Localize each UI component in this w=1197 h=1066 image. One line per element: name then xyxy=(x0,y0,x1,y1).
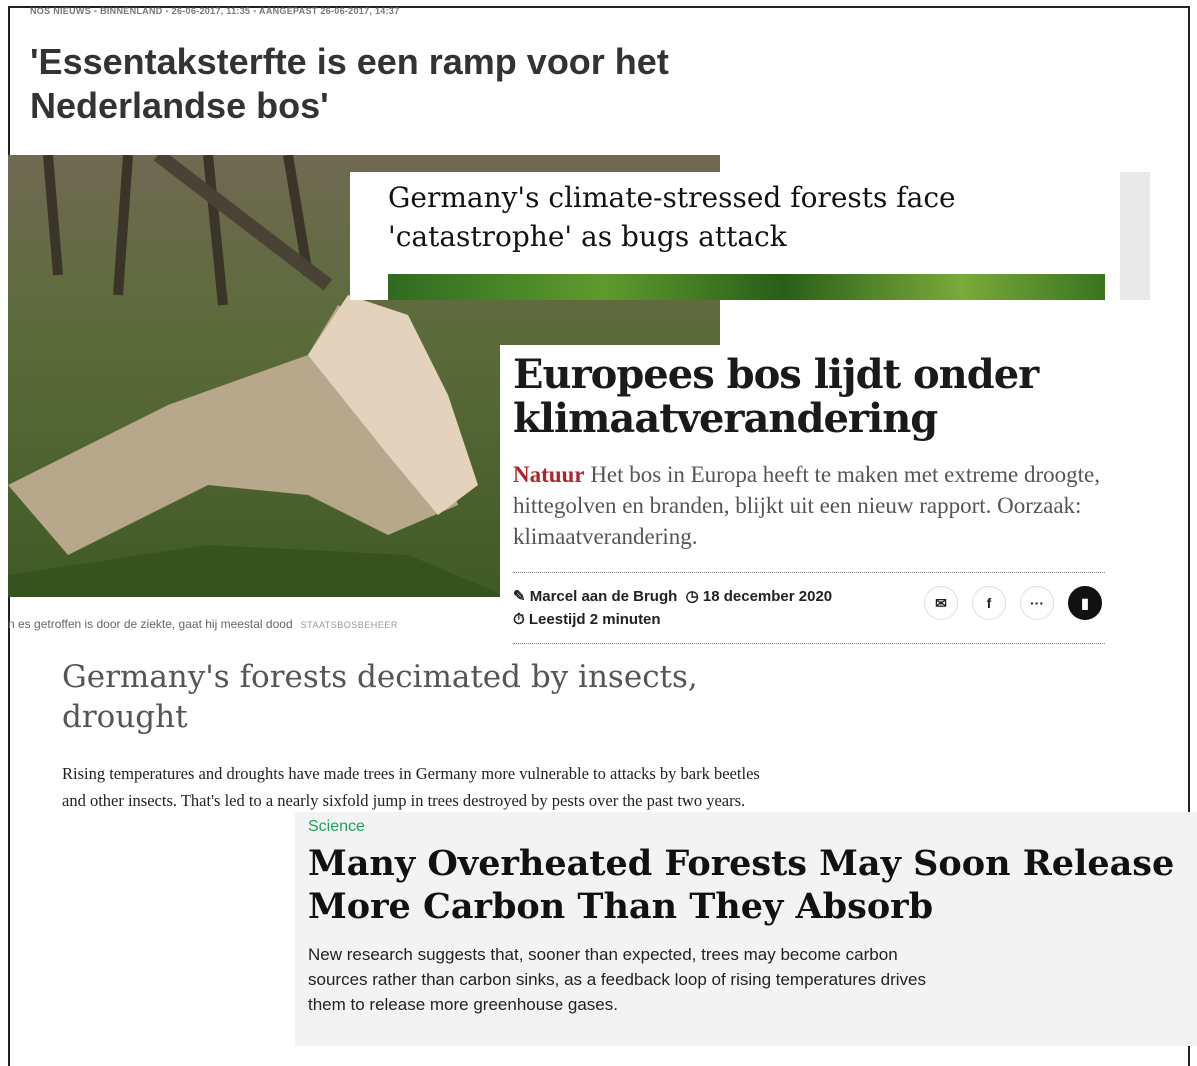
credit: STAATSBOSBEHEER xyxy=(300,620,398,630)
guardian-card: Germany's climate-stressed forests face … xyxy=(350,172,1150,300)
dw-title: Germany's forests decimated by insects, … xyxy=(62,659,698,735)
nos-title: 'Essentaksterfte is een ramp voor het Ne… xyxy=(30,41,669,126)
nos-meta: NOS NIEUWSBINNENLAND26-06-2017, 11:35AAN… xyxy=(30,6,400,16)
more-button[interactable]: ··· xyxy=(1020,586,1054,620)
divider xyxy=(513,643,1105,644)
wired-summary: New research suggests that, sooner than … xyxy=(308,945,926,1014)
date: 18 december 2020 xyxy=(702,588,833,605)
author: Marcel aan de Brugh xyxy=(529,588,678,605)
wired-card: Science Many Overheated Forests May Soon… xyxy=(295,812,1197,1046)
nrc-title: Europees bos lijdt onder klimaatverander… xyxy=(513,351,1039,442)
mail-button[interactable]: ✉ xyxy=(924,586,958,620)
meta: 26-06-2017, 11:35 xyxy=(163,6,251,16)
image-strip xyxy=(388,274,1105,300)
section: Natuur xyxy=(513,462,585,487)
wired-title: Many Overheated Forests May Soon Release… xyxy=(308,843,1175,927)
reading-time-text: Leestijd 2 minuten xyxy=(528,611,661,628)
meta: BINNENLAND xyxy=(91,6,163,16)
caption: n es getroffen is door de ziekte, gaat h… xyxy=(8,617,293,631)
meta: AANGEPAST 26-06-2017, 14:37 xyxy=(250,6,399,16)
wired-section: Science xyxy=(308,818,365,835)
nrc-card: Europees bos lijdt onder klimaatverander… xyxy=(500,345,1112,647)
guardian-title: Germany's climate-stressed forests face … xyxy=(388,181,956,253)
bookmark-button[interactable]: ▮ xyxy=(1068,586,1102,620)
photo-caption: n es getroffen is door de ziekte, gaat h… xyxy=(8,617,398,631)
meta: NOS NIEUWS xyxy=(30,6,92,16)
nrc-summary: Natuur Het bos in Europa heeft te maken … xyxy=(513,459,1103,552)
summary: Het bos in Europa heeft te maken met ext… xyxy=(513,462,1100,549)
side-strip xyxy=(1120,172,1150,300)
facebook-button[interactable]: f xyxy=(972,586,1006,620)
byline: ✎ Marcel aan de Brugh ◷ 18 december 2020 xyxy=(513,588,833,605)
dw-summary: Rising temperatures and droughts have ma… xyxy=(62,764,760,810)
reading-time: ⏱ Leestijd 2 minuten xyxy=(513,611,661,628)
divider xyxy=(513,572,1105,573)
